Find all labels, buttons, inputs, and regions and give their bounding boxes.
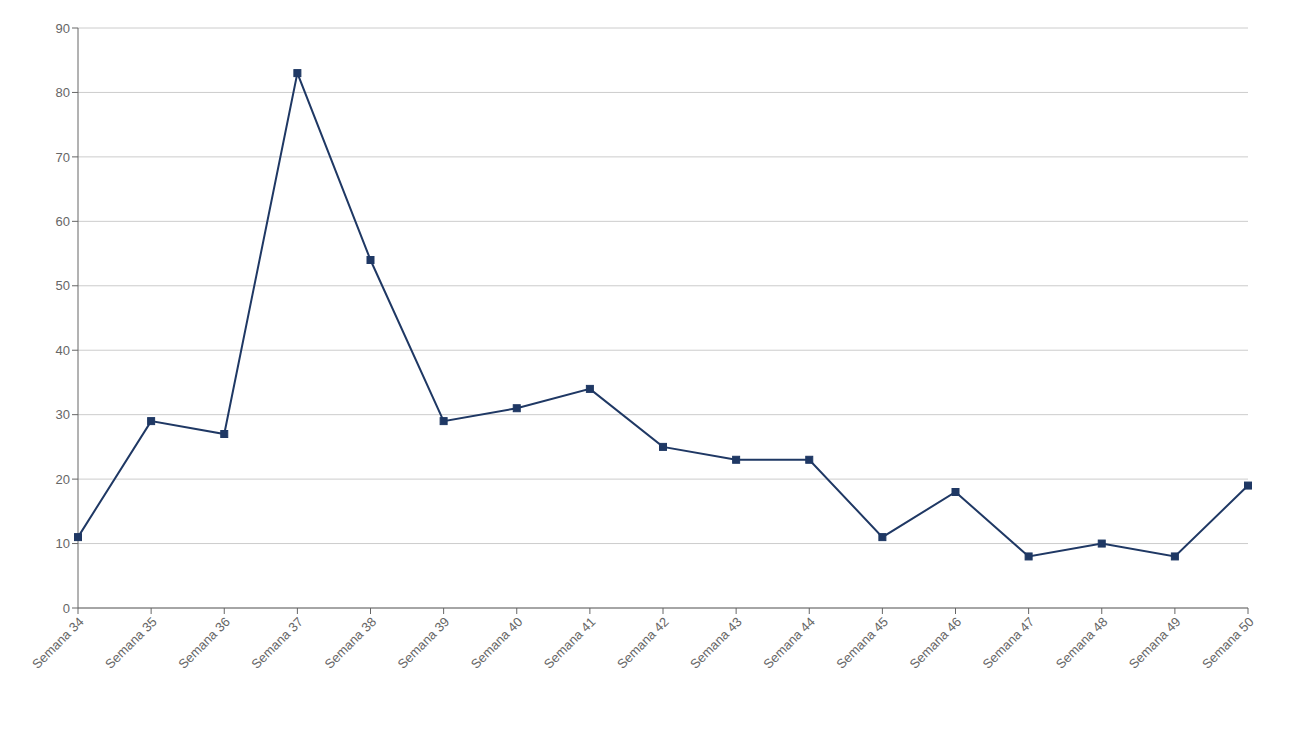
svg-text:Semana 46: Semana 46 <box>907 614 965 672</box>
svg-text:Semana 47: Semana 47 <box>980 614 1038 672</box>
svg-text:Semana 34: Semana 34 <box>29 614 87 672</box>
svg-text:Semana 41: Semana 41 <box>541 614 599 672</box>
svg-text:Semana 35: Semana 35 <box>102 614 160 672</box>
svg-text:40: 40 <box>56 343 70 358</box>
svg-text:Semana 38: Semana 38 <box>322 614 380 672</box>
svg-text:Semana 45: Semana 45 <box>833 614 891 672</box>
svg-text:Semana 37: Semana 37 <box>248 614 306 672</box>
svg-text:Semana 43: Semana 43 <box>687 614 745 672</box>
svg-text:10: 10 <box>56 536 70 551</box>
svg-text:Semana 44: Semana 44 <box>760 614 818 672</box>
svg-text:70: 70 <box>56 150 70 165</box>
svg-text:60: 60 <box>56 214 70 229</box>
svg-text:Semana 42: Semana 42 <box>614 614 672 672</box>
svg-text:Semana 39: Semana 39 <box>395 614 453 672</box>
svg-text:Semana 50: Semana 50 <box>1199 614 1257 672</box>
svg-text:Semana 49: Semana 49 <box>1126 614 1184 672</box>
svg-text:Semana 36: Semana 36 <box>175 614 233 672</box>
svg-text:20: 20 <box>56 472 70 487</box>
svg-text:90: 90 <box>56 21 70 36</box>
svg-text:Semana 48: Semana 48 <box>1053 614 1111 672</box>
svg-text:Semana 40: Semana 40 <box>468 614 526 672</box>
svg-text:80: 80 <box>56 85 70 100</box>
svg-text:0: 0 <box>63 601 70 616</box>
svg-text:50: 50 <box>56 278 70 293</box>
svg-text:30: 30 <box>56 407 70 422</box>
